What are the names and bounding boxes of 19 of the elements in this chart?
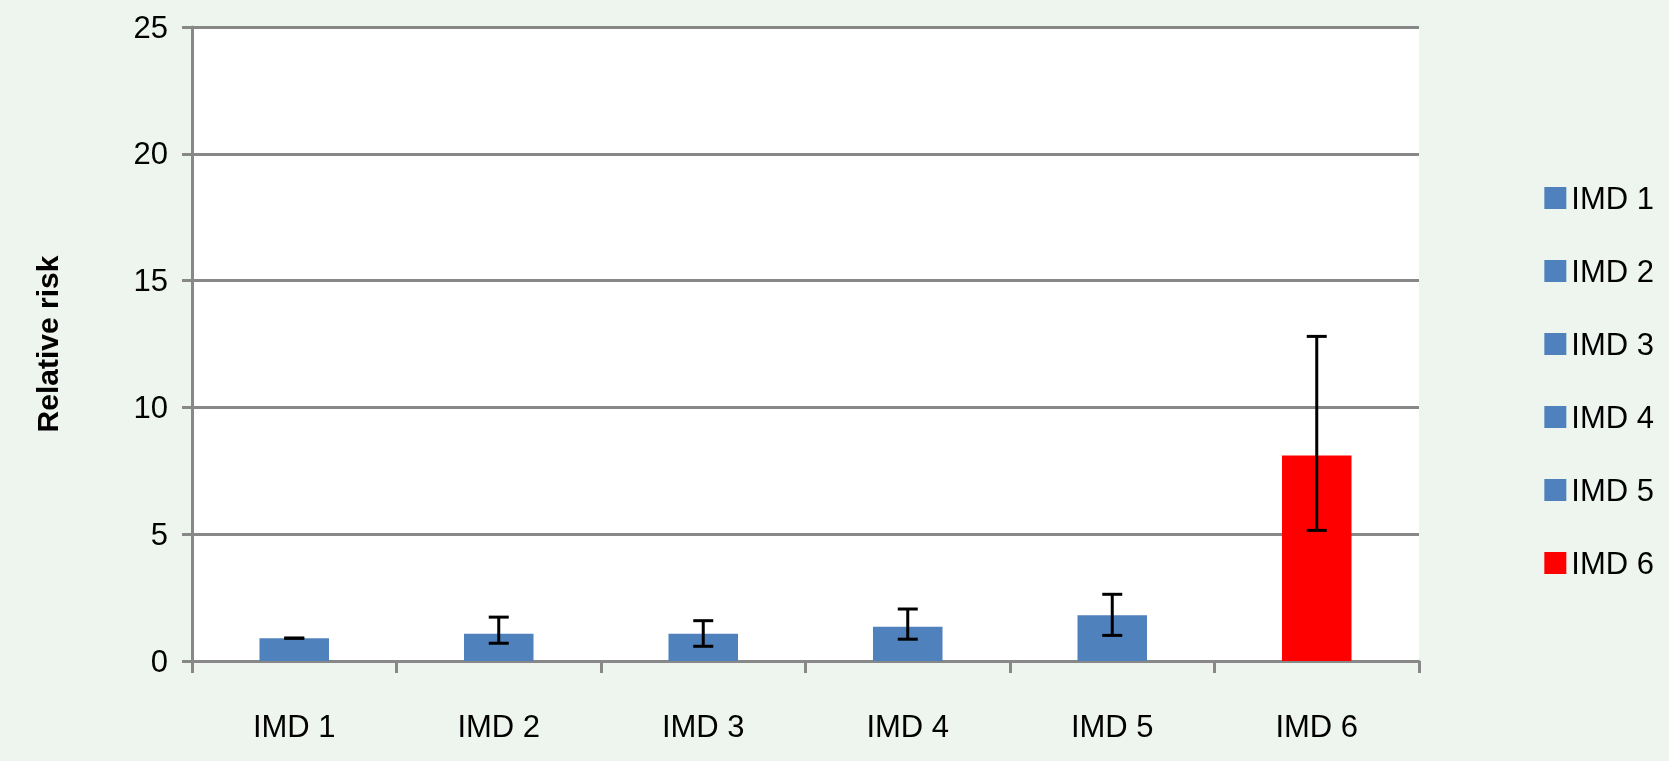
legend-label: IMD 2 (1571, 253, 1655, 289)
y-tick-label: 0 (150, 643, 168, 679)
x-tick-label: IMD 4 (866, 709, 950, 744)
y-tick-label: 25 (133, 9, 168, 45)
x-tick-label: IMD 5 (1070, 709, 1154, 744)
legend-label: IMD 6 (1571, 545, 1655, 581)
legend-label: IMD 4 (1571, 399, 1655, 435)
y-axis-title: Relative risk (30, 255, 64, 433)
legend-label: IMD 3 (1571, 326, 1655, 362)
y-tick-label: 15 (133, 263, 168, 299)
y-tick-label: 20 (133, 136, 168, 172)
legend-label: IMD 1 (1571, 180, 1655, 216)
legend-label: IMD 5 (1571, 472, 1655, 508)
x-tick-label: IMD 3 (661, 709, 745, 744)
x-tick-label: IMD 6 (1275, 709, 1359, 744)
x-tick-label: IMD 2 (457, 709, 541, 744)
y-tick-label: 5 (150, 516, 168, 552)
y-tick-label: 10 (133, 389, 168, 425)
x-tick-label: IMD 1 (252, 709, 336, 744)
